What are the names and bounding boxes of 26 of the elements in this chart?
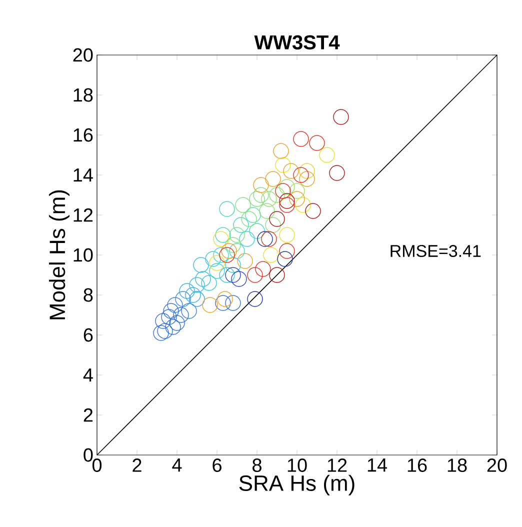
y-tick-label: 4 [83,368,93,382]
annotation: RMSE=3.41 [390,244,481,258]
y-tick-label: 20 [73,48,93,62]
x-tick-label: 18 [448,458,467,472]
y-tick-label: 14 [74,168,93,182]
x-tick-label: 14 [368,458,388,472]
x-tick-label: 0 [92,458,102,472]
x-tick-label: 2 [132,458,142,472]
x-tick-label: 8 [252,458,262,472]
x-tick-label: 12 [328,458,347,472]
x-tick-label: 20 [487,458,507,472]
y-axis-title: Model Hs (m) [49,190,70,320]
y-tick-label: 6 [84,328,93,342]
y-tick-label: 12 [74,208,93,222]
y-tick-label: 8 [84,288,93,302]
chart-title: WW3ST4 [254,35,340,50]
x-tick-label: 4 [172,458,182,472]
x-tick-label: 6 [212,458,222,472]
y-tick-label: 16 [74,128,93,142]
y-tick-label: 18 [74,88,93,102]
x-tick-label: 16 [408,458,427,472]
y-tick-label: 2 [84,408,93,422]
y-tick-label: 10 [74,248,93,262]
x-tick-label: 10 [288,458,307,472]
y-tick-label: 0 [84,448,93,462]
x-axis-title: SRA Hs (m) [239,474,354,496]
